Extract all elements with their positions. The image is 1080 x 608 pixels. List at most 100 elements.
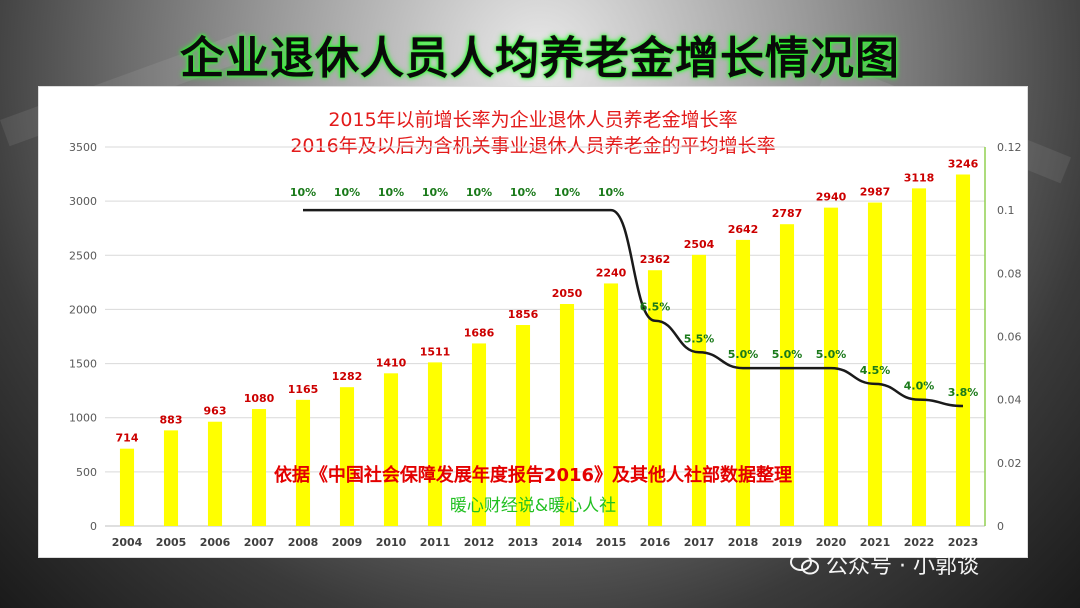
x-tick-label: 2007 [244, 536, 275, 549]
bar [603, 283, 619, 526]
rate-label: 10% [378, 186, 404, 199]
bar [559, 304, 575, 526]
rate-label: 4.5% [860, 364, 891, 377]
bar [779, 224, 795, 527]
watermark-text: 公众号 · 小郭谈 [826, 554, 979, 579]
subtitle-line-2: 2016年及以后为含机关事业退休人员养老金的平均增长率 [290, 135, 776, 157]
x-tick-label: 2012 [464, 536, 495, 549]
y2-tick-label: 0.04 [997, 394, 1022, 407]
y-tick-label: 2000 [69, 303, 97, 316]
bar [735, 239, 751, 526]
x-tick-label: 2014 [552, 536, 583, 549]
y-tick-label: 1000 [69, 412, 97, 425]
bar [691, 254, 707, 526]
bar [207, 421, 223, 526]
bar [647, 270, 663, 526]
bar [471, 343, 487, 526]
bar-value-label: 1080 [244, 392, 275, 405]
subtitle-line-1: 2015年以前增长率为企业退休人员养老金增长率 [328, 109, 738, 131]
bar-value-label: 1856 [508, 308, 539, 321]
y-tick-label: 500 [76, 466, 97, 479]
bar-value-label: 3118 [904, 171, 935, 184]
bar [339, 387, 355, 526]
rate-label: 6.5% [640, 301, 671, 314]
bar [867, 202, 883, 526]
x-tick-label: 2016 [640, 536, 671, 549]
chart-panel: 2015年以前增长率为企业退休人员养老金增长率 2016年及以后为含机关事业退休… [38, 86, 1028, 558]
bar-value-label: 2787 [772, 207, 803, 220]
rate-label: 3.8% [948, 386, 979, 399]
bar-value-label: 2362 [640, 253, 671, 266]
bar [163, 430, 179, 526]
bar [911, 188, 927, 526]
y2-tick-label: 0.06 [997, 331, 1022, 344]
y2-tick-label: 0.12 [997, 141, 1022, 154]
x-tick-label: 2019 [772, 536, 803, 549]
rate-label: 10% [510, 186, 536, 199]
x-tick-label: 2018 [728, 536, 759, 549]
x-tick-label: 2008 [288, 536, 319, 549]
x-tick-label: 2022 [904, 536, 935, 549]
y2-tick-label: 0.1 [997, 204, 1015, 217]
rate-label: 10% [598, 186, 624, 199]
bar-value-label: 2642 [728, 223, 759, 236]
x-tick-label: 2011 [420, 536, 451, 549]
rate-label: 5.0% [816, 348, 847, 361]
bar [383, 373, 399, 526]
rate-label: 10% [554, 186, 580, 199]
rate-label: 10% [422, 186, 448, 199]
x-tick-label: 2015 [596, 536, 627, 549]
bar [515, 325, 531, 526]
bar [823, 207, 839, 526]
bar-value-label: 1282 [332, 370, 363, 383]
x-tick-label: 2023 [948, 536, 979, 549]
author-note: 暖心财经说&暖心人社 [449, 496, 617, 516]
bar [295, 399, 311, 526]
bar-value-label: 2050 [552, 287, 583, 300]
y-tick-label: 1500 [69, 358, 97, 371]
bar-value-label: 2987 [860, 186, 891, 199]
bar-value-label: 883 [160, 413, 183, 426]
bar-value-label: 1511 [420, 345, 451, 358]
rate-label: 5.5% [684, 332, 715, 345]
bar-value-label: 2940 [816, 191, 847, 204]
rate-label: 4.0% [904, 380, 935, 393]
x-tick-label: 2006 [200, 536, 231, 549]
wechat-icon [790, 553, 819, 575]
y-tick-label: 3000 [69, 195, 97, 208]
rate-label: 5.0% [728, 348, 759, 361]
page-title: 企业退休人员人均养老金增长情况图 [180, 33, 900, 84]
bar-value-label: 1165 [288, 383, 319, 396]
x-tick-label: 2021 [860, 536, 891, 549]
x-tick-label: 2010 [376, 536, 407, 549]
bar-value-label: 2240 [596, 266, 627, 279]
bar-value-label: 1686 [464, 326, 495, 339]
x-tick-label: 2013 [508, 536, 539, 549]
rate-label: 10% [290, 186, 316, 199]
bar-value-label: 1410 [376, 356, 407, 369]
bar-value-label: 714 [116, 432, 139, 445]
bar [119, 448, 135, 526]
rate-line [303, 208, 964, 408]
y2-tick-label: 0.08 [997, 267, 1022, 280]
y-tick-label: 2500 [69, 249, 97, 262]
x-tick-label: 2005 [156, 536, 187, 549]
bar [955, 174, 971, 526]
y2-tick-label: 0 [997, 520, 1004, 533]
source-note: 依据《中国社会保障发展年度报告2016》及其他人社部数据整理 [273, 465, 793, 486]
x-tick-label: 2020 [816, 536, 847, 549]
rate-label: 10% [466, 186, 492, 199]
y-tick-label: 3500 [69, 141, 97, 154]
chart: 0 500 1000 1500 2000 2500 3000 3500 0 0.02 0.04 0.0… [69, 141, 1022, 549]
bar-value-label: 3246 [948, 158, 979, 171]
bar [251, 409, 267, 526]
watermark: 公众号 · 小郭谈 [790, 548, 979, 580]
bar [427, 362, 443, 526]
y2-tick-label: 0.02 [997, 457, 1022, 470]
bar-value-label: 963 [204, 405, 227, 418]
rate-label: 5.0% [772, 348, 803, 361]
rate-label: 10% [334, 186, 360, 199]
x-tick-label: 2009 [332, 536, 363, 549]
bar-value-label: 2504 [684, 238, 715, 251]
x-tick-label: 2017 [684, 536, 715, 549]
